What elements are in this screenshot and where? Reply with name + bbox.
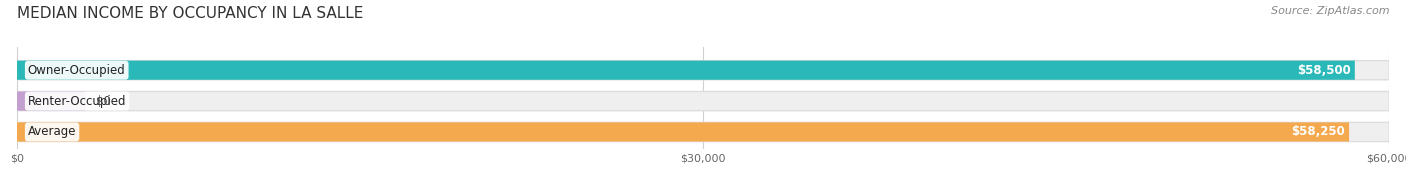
Text: $58,250: $58,250 [1291,125,1346,138]
Text: $0: $0 [97,95,111,108]
FancyBboxPatch shape [17,92,1389,111]
Text: Owner-Occupied: Owner-Occupied [28,64,125,77]
Text: MEDIAN INCOME BY OCCUPANCY IN LA SALLE: MEDIAN INCOME BY OCCUPANCY IN LA SALLE [17,6,363,21]
Text: Source: ZipAtlas.com: Source: ZipAtlas.com [1271,6,1389,16]
Text: Renter-Occupied: Renter-Occupied [28,95,127,108]
Text: Average: Average [28,125,76,138]
FancyBboxPatch shape [17,122,1350,142]
FancyBboxPatch shape [17,61,1355,80]
Text: $58,500: $58,500 [1296,64,1351,77]
FancyBboxPatch shape [17,92,86,111]
FancyBboxPatch shape [17,122,1389,142]
FancyBboxPatch shape [17,61,1389,80]
